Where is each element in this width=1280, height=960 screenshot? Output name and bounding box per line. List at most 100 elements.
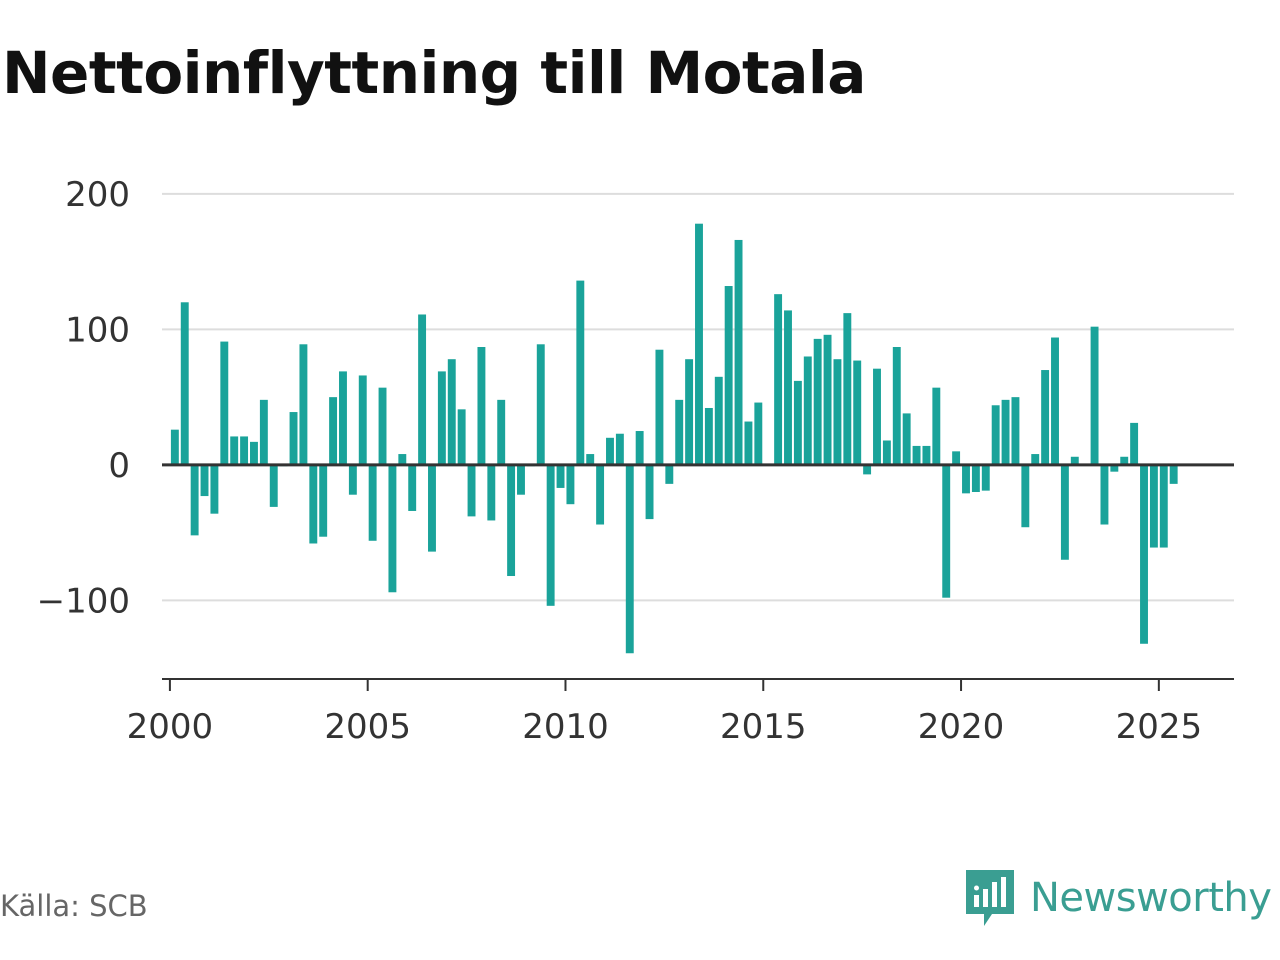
bar [942,464,951,598]
bar [180,302,189,465]
bar [1110,464,1119,472]
bar [902,413,911,465]
bar [1051,337,1059,465]
bar [348,464,357,495]
bar [210,464,219,514]
bar [487,464,496,521]
bar [1100,464,1109,525]
bar [685,359,694,465]
bar [724,286,733,465]
bar [517,464,525,495]
bar [1060,464,1069,560]
bar [428,464,436,552]
bar [398,454,407,465]
bar [1149,464,1158,548]
bar [447,359,456,465]
y-tick-label: 0 [108,446,130,486]
bar [1001,399,1010,465]
y-tick-label: 100 [65,310,130,350]
bar [922,445,931,465]
bar [329,397,338,465]
bar [368,464,377,541]
bar [695,223,703,465]
bar [873,368,881,465]
bar [606,437,614,465]
bar [1140,464,1148,644]
x-tick-label: 2000 [127,707,214,747]
bar [170,429,179,465]
bar [863,464,872,475]
bar [457,409,466,465]
bar [309,464,318,544]
y-tick-label: 200 [65,175,130,215]
bar [289,412,298,465]
bars [170,223,1178,654]
bar [1130,422,1139,465]
bar [813,338,822,465]
bar [962,464,970,494]
bar [833,359,842,465]
chart-title: Nettoinflyttning till Motala [2,39,866,107]
bar [1090,326,1099,465]
bar [388,464,397,593]
bar [991,405,1000,465]
bar [546,464,555,606]
bar [714,376,723,465]
bar [793,380,802,465]
x-tick-label: 2005 [324,707,411,747]
bar [477,347,486,465]
source-note: Källa: SCB [0,889,148,923]
bar [971,464,980,492]
bar [437,371,446,465]
bar [744,421,753,465]
bar [556,464,565,488]
bar [1120,456,1129,465]
bar [823,334,832,465]
bar [230,436,239,465]
bar [635,431,644,465]
x-tick-label: 2020 [918,707,1005,747]
x-tick-label: 2010 [522,707,609,747]
bar [704,407,713,465]
bar [1021,464,1030,528]
bar [952,451,961,465]
bar [1070,456,1079,465]
newsworthy-logo[interactable]: Newsworthy [964,866,1272,930]
bar [625,464,634,654]
bar [319,464,328,537]
bar [299,344,308,465]
bar [843,313,852,465]
bar [1011,397,1020,465]
bar [408,464,417,511]
bar [566,464,575,505]
x-axis-tick-labels: 2000 2005 2010 2015 2020 2025 [127,707,1202,747]
bar [645,464,654,520]
bar [853,360,862,465]
bar [418,314,427,465]
bar [200,464,209,497]
bar [536,344,545,465]
bar [754,402,763,465]
bar [932,387,941,465]
bar [240,436,249,465]
bar [596,464,605,525]
bar [615,433,624,465]
bar [378,387,387,465]
bar [507,464,516,577]
bar [1031,454,1040,465]
brand-name: Newsworthy [1030,875,1272,921]
bar [467,464,476,517]
bar [981,464,990,491]
bar [259,399,268,465]
bar [586,454,595,465]
bar [665,464,674,484]
bar [784,310,792,465]
axes [162,463,1234,691]
bar [892,347,901,465]
bar [339,371,347,465]
y-tick-label: −100 [37,581,130,621]
bar [1041,370,1050,465]
bar [220,341,229,465]
bar [497,399,506,465]
